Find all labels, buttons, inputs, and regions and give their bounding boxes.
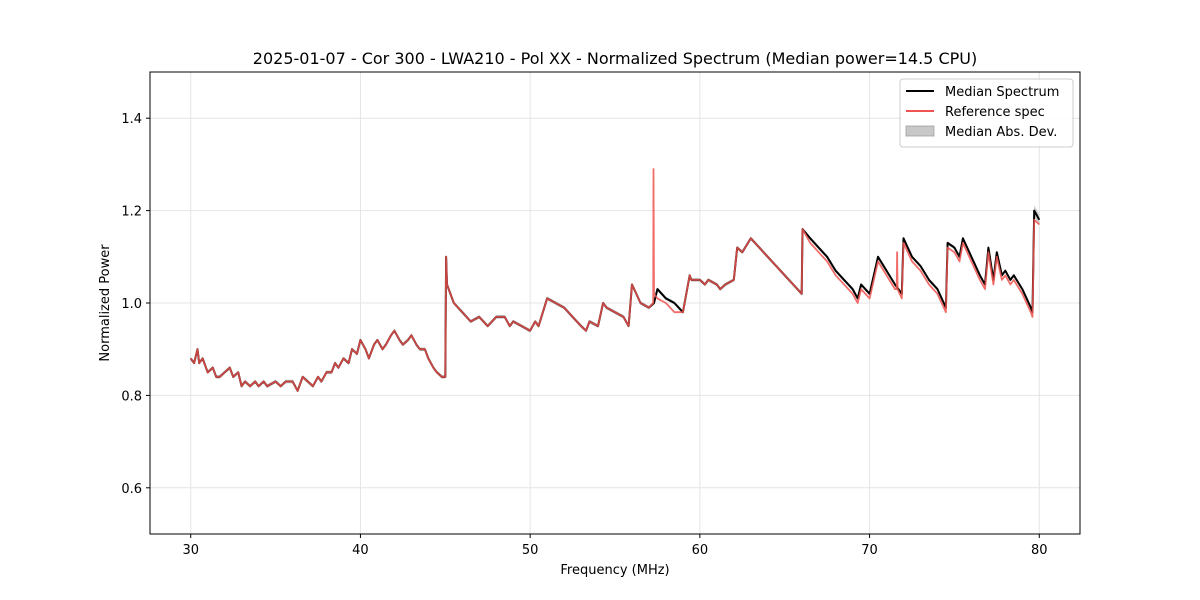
- y-tick-label: 1.4: [121, 112, 142, 127]
- y-axis-label: Normalized Power: [98, 244, 113, 362]
- y-tick-label: 1.0: [121, 297, 142, 312]
- x-axis-label: Frequency (MHz): [560, 563, 669, 578]
- legend-label: Median Abs. Dev.: [945, 125, 1057, 140]
- legend-label: Median Spectrum: [945, 85, 1059, 100]
- x-tick-label: 70: [861, 543, 878, 558]
- mad-band-area: [190, 205, 1040, 393]
- legend: Median Spectrum Reference spec Median Abs.…: [899, 78, 1074, 148]
- x-tick-label: 50: [522, 543, 539, 558]
- legend-label: Reference spec: [945, 105, 1045, 120]
- legend-swatch-patch: [905, 125, 935, 137]
- y-axis-ticks: 0.6 0.8 1.0 1.2 1.4: [121, 112, 150, 497]
- x-tick-label: 80: [1031, 543, 1048, 558]
- chart-title: 2025-01-07 - Cor 300 - LWA210 - Pol XX -…: [253, 49, 977, 68]
- reference-spec-line: [189, 168, 1040, 392]
- x-axis-ticks: 30 40 50 60 70 80: [182, 534, 1048, 558]
- x-tick-label: 40: [352, 543, 369, 558]
- x-tick-label: 30: [182, 543, 199, 558]
- series-lines: [189, 168, 1041, 392]
- legend-box: [899, 78, 1074, 148]
- x-tick-label: 60: [692, 543, 709, 558]
- y-tick-label: 1.2: [121, 205, 142, 220]
- y-tick-label: 0.6: [121, 482, 142, 497]
- median-abs-dev-band: [190, 205, 1040, 393]
- y-tick-label: 0.8: [121, 389, 142, 404]
